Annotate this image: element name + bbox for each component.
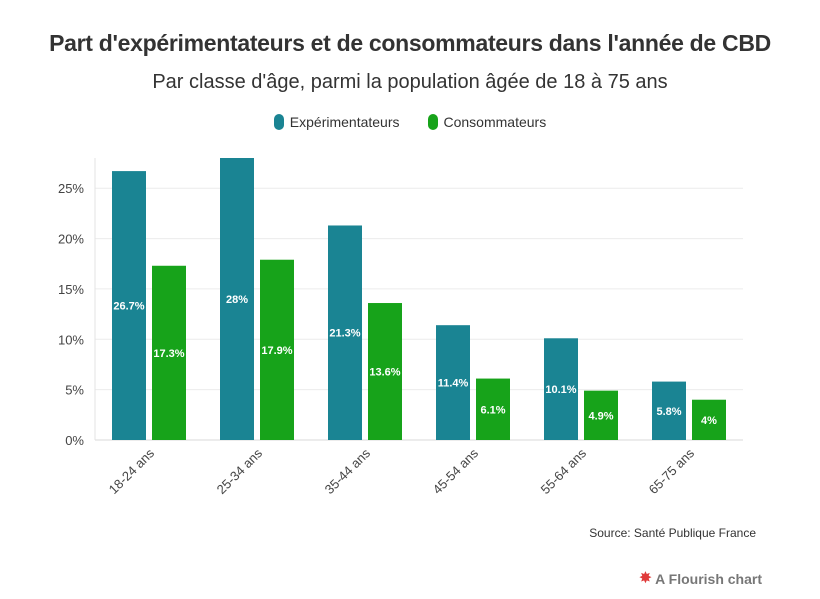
legend-item-consommateurs[interactable]: Consommateurs [427, 114, 547, 130]
data-label: 4.9% [588, 410, 613, 422]
data-label: 4% [701, 415, 717, 427]
data-label: 17.3% [153, 348, 184, 360]
bar-experimentateurs[interactable] [220, 158, 254, 440]
x-tick-label: 65-75 ans [646, 445, 698, 497]
data-label: 11.4% [438, 378, 469, 390]
data-label: 21.3% [329, 328, 360, 340]
data-label: 5.8% [656, 406, 681, 418]
source-note: Source: Santé Publique France [589, 526, 756, 540]
bar-experimentateurs[interactable] [544, 338, 578, 440]
bar-experimentateurs[interactable] [436, 325, 470, 440]
flourish-logo-icon: ✸ [638, 570, 653, 587]
y-tick-label: 10% [58, 332, 84, 347]
data-label: 26.7% [113, 301, 144, 313]
bar-experimentateurs[interactable] [652, 381, 686, 440]
chart-subtitle: Par classe d'âge, parmi la population âg… [152, 71, 668, 93]
bar-experimentateurs[interactable] [328, 225, 362, 440]
chart-title: Part d'expérimentateurs et de consommate… [49, 30, 771, 56]
y-tick-label: 20% [58, 232, 84, 247]
y-tick-label: 25% [58, 181, 84, 196]
flourish-credit-label: A Flourish chart [655, 571, 762, 587]
legend-swatch-consommateurs [427, 114, 438, 130]
legend-swatch-experimentateurs [273, 114, 284, 130]
y-tick-label: 15% [58, 282, 84, 297]
bar-consommateurs[interactable] [692, 399, 726, 440]
data-label: 6.1% [480, 404, 505, 416]
x-tick-label: 25-34 ans [214, 445, 266, 497]
x-tick-label: 45-54 ans [430, 445, 482, 497]
bar-consommateurs[interactable] [260, 259, 294, 440]
bar-experimentateurs[interactable] [112, 171, 146, 441]
data-label: 10.1% [545, 384, 576, 396]
bar-consommateurs[interactable] [476, 378, 510, 440]
x-tick-label: 35-44 ans [322, 445, 374, 497]
bar-consommateurs[interactable] [368, 303, 402, 440]
flourish-credit[interactable]: ✸ A Flourish chart [638, 570, 762, 588]
legend: Expérimentateurs Consommateurs [0, 114, 820, 130]
data-label: 17.9% [261, 345, 292, 357]
y-tick-label: 0% [65, 433, 84, 448]
x-tick-label: 55-64 ans [538, 445, 590, 497]
legend-label-experimentateurs: Expérimentateurs [289, 114, 400, 130]
legend-label-consommateurs: Consommateurs [443, 114, 547, 130]
bar-consommateurs[interactable] [152, 265, 186, 440]
bar-consommateurs[interactable] [584, 390, 618, 440]
x-tick-label: 18-24 ans [106, 445, 158, 497]
y-tick-label: 5% [65, 383, 84, 398]
legend-item-experimentateurs[interactable]: Expérimentateurs [273, 114, 400, 130]
data-label: 28% [226, 294, 248, 306]
data-label: 13.6% [369, 367, 400, 379]
